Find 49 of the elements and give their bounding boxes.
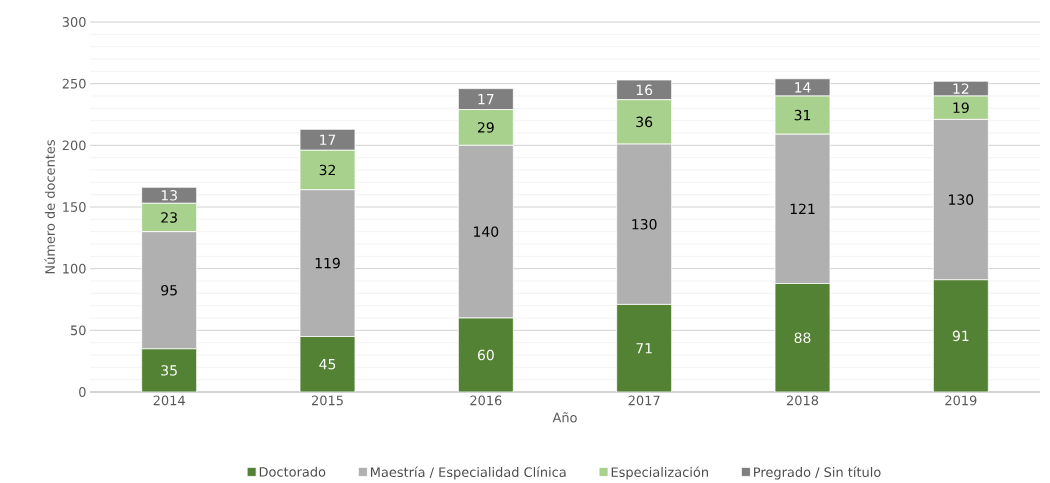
data-label: 12 [953, 83, 969, 94]
data-label: 88 [794, 332, 811, 344]
data-label: 17 [320, 134, 336, 145]
legend-label: Maestría / Especialidad Clínica [371, 466, 566, 480]
y-tick-label: 150 [63, 202, 86, 212]
x-tick-label: 2014 [153, 395, 185, 406]
bar [299, 336, 356, 392]
data-label: 130 [949, 194, 974, 205]
y-tick-label: 300 [62, 17, 86, 27]
data-label: 29 [477, 122, 494, 133]
x-tick-label: 2019 [945, 395, 977, 406]
data-label: 71 [636, 343, 652, 354]
y-tick-label: 200 [62, 140, 86, 151]
data-label: 14 [795, 82, 811, 93]
bar [141, 348, 198, 392]
legend-label: Especialización [611, 466, 708, 480]
legend-label: Pregrado / Sin título [754, 466, 881, 480]
y-tick-label: 0 [79, 387, 86, 397]
bar [774, 283, 831, 392]
data-label: 31 [794, 109, 811, 121]
y-tick-label: 250 [62, 78, 86, 89]
data-label: 95 [161, 284, 177, 296]
y-axis-title: Número de docentes [44, 140, 55, 274]
data-label: 19 [953, 102, 969, 113]
y-tick-label: 50 [71, 325, 86, 336]
data-label: 23 [161, 212, 177, 223]
bar [932, 279, 989, 392]
data-label: 45 [319, 359, 336, 370]
bar [616, 304, 673, 392]
data-label: 17 [478, 94, 494, 105]
x-tick-label: 2016 [470, 395, 502, 406]
data-label: 13 [161, 190, 177, 201]
x-tick-label: 2017 [628, 395, 660, 406]
data-label: 121 [790, 203, 815, 215]
data-label: 32 [319, 164, 335, 176]
data-label: 119 [315, 257, 340, 269]
data-label: 91 [952, 330, 969, 342]
data-label: 36 [636, 116, 653, 128]
legend-label: Doctorado [259, 466, 326, 477]
data-label: 60 [477, 349, 494, 361]
bar [457, 317, 514, 392]
data-label: 35 [161, 365, 177, 376]
y-tick-label: 100 [63, 263, 86, 274]
data-label: 140 [474, 226, 499, 237]
x-axis-title: Año [552, 412, 577, 423]
data-label: 16 [636, 84, 653, 96]
data-label: 130 [632, 218, 657, 230]
x-tick-label: 2015 [311, 395, 343, 406]
x-tick-label: 2018 [786, 395, 819, 406]
